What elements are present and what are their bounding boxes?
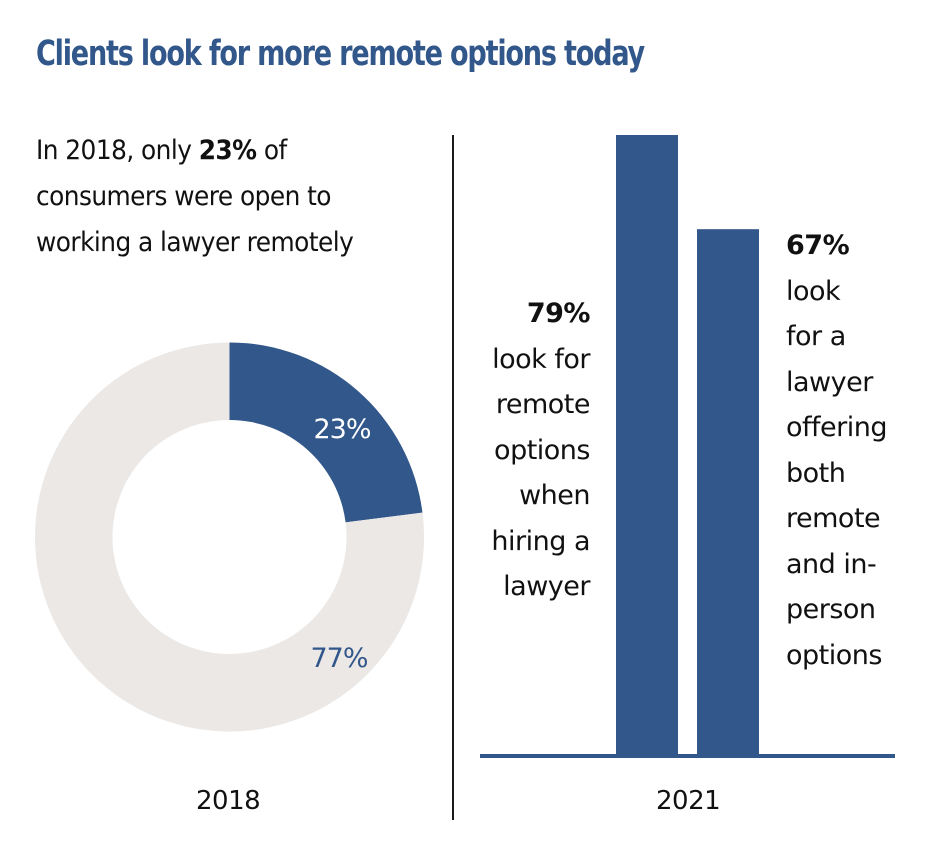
bar-annotation-line: both xyxy=(786,457,846,489)
donut-chart: 23% 77% xyxy=(34,342,424,732)
intro-highlight: 23% xyxy=(198,135,257,166)
intro-prefix: In 2018, only xyxy=(36,135,199,166)
bar-annotation-left: 79% look for remote options when hiring a lawy… xyxy=(491,291,590,610)
bar-0 xyxy=(616,135,678,755)
bar-annotation-line: options xyxy=(786,639,882,671)
page-title: Clients look for more remote options tod… xyxy=(36,34,645,74)
section-divider xyxy=(452,135,454,820)
bar-annotation-line: look xyxy=(786,275,841,307)
bar-baseline xyxy=(480,754,895,758)
bar-annotation-line: look for xyxy=(492,343,590,375)
bar-annotation-line: lawyer xyxy=(786,366,873,398)
donut-year-label: 2018 xyxy=(196,786,261,816)
bar-annotation-right: 67% look for a lawyer offering both remote and … xyxy=(786,223,888,678)
bar-year-label: 2021 xyxy=(656,786,721,816)
bar-annotation-line: hiring a xyxy=(491,525,590,557)
intro-text: In 2018, only 23% of consumers were open… xyxy=(36,128,354,266)
bar-annotation-line: remote xyxy=(786,503,881,534)
bar-annotation-line: person xyxy=(786,594,876,625)
donut-label-0: 23% xyxy=(313,414,370,445)
bar-annotation-line: when xyxy=(519,480,590,511)
bar-1 xyxy=(697,229,759,755)
donut-label-1: 77% xyxy=(310,643,367,674)
bar-annotation-line: remote xyxy=(495,389,591,420)
bar-annotation-line: offering xyxy=(786,412,888,443)
intro-line-3: working a lawyer remotely xyxy=(36,227,354,258)
intro-suffix: of xyxy=(256,135,287,166)
donut-slice-0 xyxy=(229,342,423,523)
bar-annotation-line: options xyxy=(494,434,590,466)
donut-slice-1 xyxy=(34,342,424,732)
bar-annotation-value: 67% xyxy=(786,230,850,261)
bar-chart xyxy=(480,135,895,758)
intro-line-1: In 2018, only 23% of xyxy=(36,128,353,174)
bar-annotation-line: and in- xyxy=(786,548,877,580)
intro-line-2: consumers were open to xyxy=(36,181,331,212)
bar-annotation-value: 79% xyxy=(526,298,591,329)
bar-annotation-line: lawyer xyxy=(503,571,590,602)
bar-annotation-line: for a xyxy=(786,321,846,352)
